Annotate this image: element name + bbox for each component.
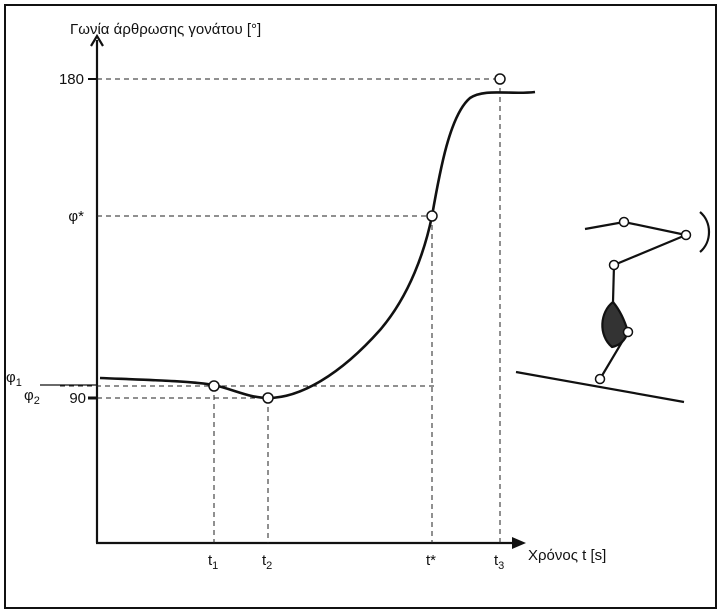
tick-sub: 1	[16, 377, 22, 389]
y-axis-label: Γωνία άρθρωσης γονάτου [°]	[70, 21, 261, 38]
axes	[91, 36, 526, 549]
tick-sub: 2	[266, 560, 272, 572]
leg-figure	[516, 212, 709, 402]
guide-lines	[40, 79, 500, 543]
y-tick-label: 90	[69, 390, 86, 407]
tick-base: φ	[6, 369, 16, 386]
y-tick-label: φ2	[24, 387, 40, 407]
x-tick-label: t3	[494, 552, 504, 572]
tick-sub: 2	[34, 395, 40, 407]
tick-sub: 3	[498, 560, 504, 572]
x-tick-label: t2	[262, 552, 272, 572]
y-tick-label: 180	[59, 71, 84, 88]
x-tick-label: t*	[426, 552, 436, 569]
y-tick-label: φ*	[68, 208, 84, 225]
curve	[100, 92, 535, 398]
x-tick-label: t1	[208, 552, 218, 572]
y-tick-label: φ1	[6, 369, 22, 389]
tick-base: φ	[24, 387, 34, 404]
tick-sub: 1	[212, 560, 218, 572]
x-axis-label: Χρόνος t [s]	[528, 547, 606, 564]
diagram: Γωνία άρθρωσης γονάτου [°] 180 φ* φ1 φ2 …	[0, 0, 722, 616]
